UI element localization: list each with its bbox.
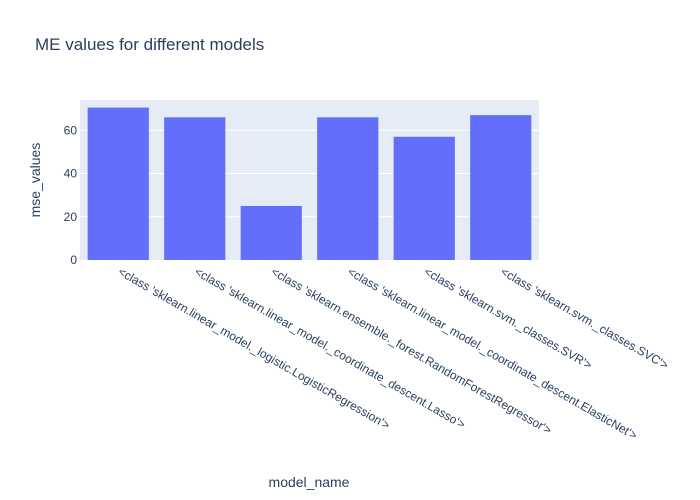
bar: [393, 136, 455, 260]
y-axis-title: mse_values: [27, 143, 43, 218]
x-tick-label: <class 'sklearn.linear_model._coordinate…: [345, 264, 640, 442]
bar: [470, 115, 532, 260]
y-tick-labels: 0 20 40 60: [64, 123, 78, 267]
y-tick-label: 20: [64, 210, 78, 224]
y-tick-label: 40: [64, 167, 78, 181]
y-tick-label: 60: [64, 123, 78, 137]
x-tick-labels: <class 'sklearn.linear_model._logistic.L…: [116, 264, 671, 442]
x-axis-title: model_name: [269, 474, 350, 490]
x-tick-label: <class 'sklearn.linear_model._coordinate…: [192, 264, 468, 431]
gridlines: [80, 129, 539, 218]
x-tick-label: <class 'sklearn.ensemble._forest.RandomF…: [269, 264, 554, 437]
bar: [240, 205, 302, 260]
plot-area: [80, 100, 539, 260]
y-tick-label: 0: [70, 253, 77, 267]
bars: [87, 107, 532, 260]
bar: [87, 107, 149, 260]
x-tick-label: <class 'sklearn.linear_model._logistic.L…: [116, 264, 393, 432]
chart-title: ME values for different models: [35, 35, 264, 54]
bar: [164, 117, 226, 260]
bar: [317, 117, 379, 260]
